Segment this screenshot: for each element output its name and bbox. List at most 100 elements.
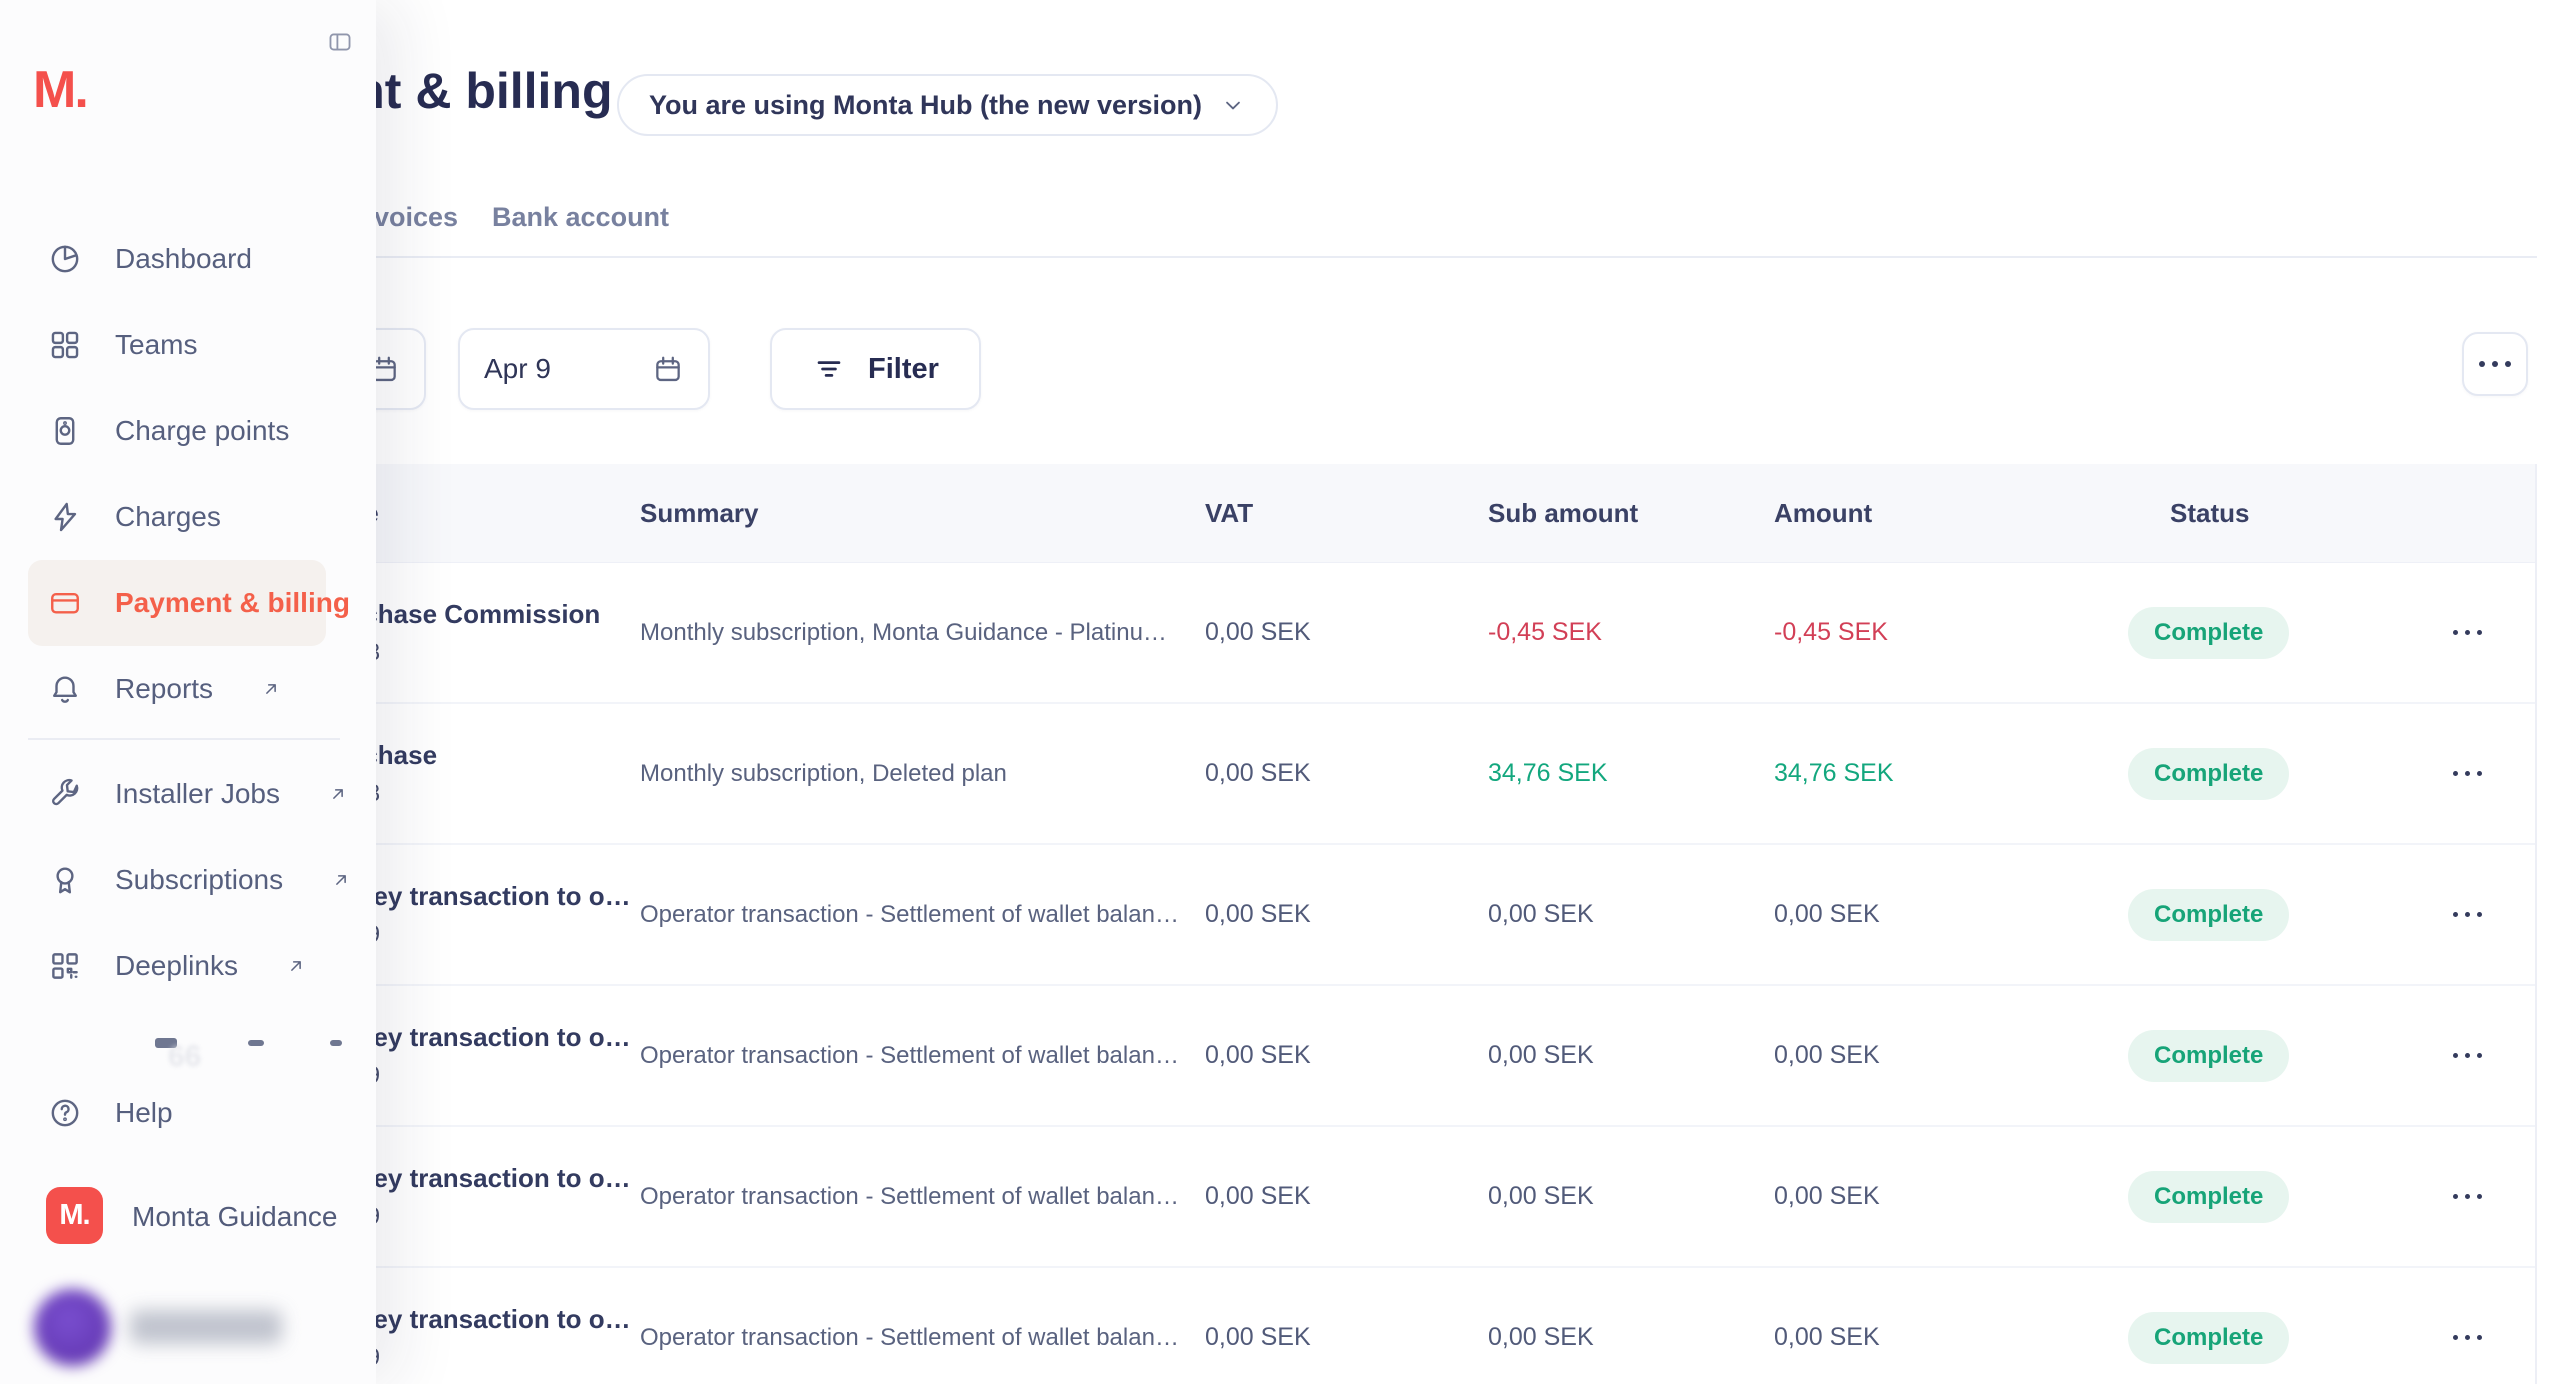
transaction-summary: Monthly subscription, Monta Guidance - P… bbox=[640, 618, 1185, 646]
panel-left-icon bbox=[329, 33, 351, 51]
sidebar-item-help[interactable]: Help bbox=[28, 1070, 326, 1156]
sidebar-item-payment-billing[interactable]: Payment & billing bbox=[28, 560, 350, 646]
bell-icon bbox=[53, 676, 77, 703]
calendar-icon bbox=[656, 356, 680, 382]
clipped-nav-item bbox=[0, 1036, 376, 1048]
sidebar-item-label: Installer Jobs bbox=[115, 778, 280, 809]
column-header-sub-amount: Sub amount bbox=[1488, 497, 1639, 528]
sidebar-divider bbox=[28, 738, 340, 740]
status-badge: Complete bbox=[2128, 888, 2290, 941]
sidebar-item-dashboard[interactable]: Dashboard bbox=[28, 216, 326, 302]
row-menu-button[interactable] bbox=[2439, 1039, 2496, 1072]
row-menu-button[interactable] bbox=[2439, 616, 2496, 649]
sidebar-collapse-button[interactable] bbox=[320, 22, 360, 62]
transaction-amount: 0,00 SEK bbox=[1774, 900, 1880, 928]
chevron-down-icon bbox=[1226, 101, 1240, 110]
row-menu-button[interactable] bbox=[2439, 757, 2496, 790]
column-header-status: Status bbox=[2170, 497, 2250, 528]
table-options-button[interactable] bbox=[2462, 332, 2528, 396]
external-link-icon bbox=[266, 684, 276, 694]
sidebar-item-label: Dashboard bbox=[115, 243, 252, 274]
row-menu-button[interactable] bbox=[2439, 1180, 2496, 1213]
table-body: Purchase Commission 09:08 Monthly subscr… bbox=[193, 563, 2535, 1384]
workspace-logo[interactable]: M. bbox=[46, 1187, 103, 1244]
sidebar-item-teams[interactable]: Teams bbox=[28, 302, 326, 388]
filter-button[interactable]: Filter bbox=[770, 328, 981, 410]
transaction-vat: 0,00 SEK bbox=[1205, 618, 1311, 646]
grid-icon bbox=[51, 331, 79, 359]
transaction-summary: Operator transaction - Settlement of wal… bbox=[640, 1323, 1185, 1351]
external-link-icon bbox=[291, 961, 301, 971]
sidebar-item-label: Subscriptions bbox=[115, 864, 284, 895]
wrench-icon bbox=[52, 778, 79, 806]
sidebar-nav-help: Help bbox=[0, 1070, 376, 1156]
user-avatar[interactable] bbox=[34, 1289, 111, 1366]
transaction-sub-amount: 0,00 SEK bbox=[1488, 1182, 1594, 1210]
sidebar-item-label: Reports bbox=[115, 673, 214, 704]
sidebar-nav-primary: Dashboard Teams Charge points Charges bbox=[0, 216, 376, 732]
external-link-icon bbox=[336, 875, 346, 885]
version-pill-label: You are using Monta Hub (the new version… bbox=[649, 89, 1203, 120]
sidebar-item-installer-jobs[interactable]: Installer Jobs bbox=[28, 751, 343, 837]
transaction-sub-amount: 34,76 SEK bbox=[1488, 759, 1608, 787]
sidebar-item-charges[interactable]: Charges bbox=[28, 474, 326, 560]
transactions-table: Type Summary VAT Sub amount Amount Statu… bbox=[193, 464, 2537, 1384]
sidebar-item-reports[interactable]: Reports bbox=[28, 646, 326, 732]
sidebar-item-subscriptions[interactable]: Subscriptions bbox=[28, 837, 346, 923]
external-link-icon bbox=[333, 789, 343, 799]
end-date-input[interactable]: Apr 9 bbox=[458, 328, 710, 410]
status-badge: Complete bbox=[2128, 606, 2290, 659]
transaction-sub-amount: 0,00 SEK bbox=[1488, 1041, 1594, 1069]
transaction-summary: Operator transaction - Settlement of wal… bbox=[640, 1182, 1185, 1210]
transaction-summary: Operator transaction - Settlement of wal… bbox=[640, 900, 1185, 928]
column-header-vat: VAT bbox=[1205, 497, 1254, 528]
tabs-divider bbox=[193, 256, 2537, 258]
sidebar: M. Dashboard Teams Charge points bbox=[0, 0, 376, 1384]
status-badge: Complete bbox=[2128, 1029, 2290, 1082]
table-row[interactable]: Money transaction to opera… 23:59 Operat… bbox=[193, 845, 2535, 986]
table-row[interactable]: Purchase 09:08 Monthly subscription, Del… bbox=[193, 704, 2535, 845]
transaction-amount: -0,45 SEK bbox=[1774, 618, 1888, 646]
status-badge: Complete bbox=[2128, 1311, 2290, 1364]
sidebar-nav-secondary: Installer Jobs Subscriptions Deeplinks bbox=[0, 751, 376, 1009]
ellipsis-icon bbox=[2479, 361, 2511, 367]
table-row[interactable]: Money transaction to opera… 23:59 Operat… bbox=[193, 1268, 2535, 1384]
transaction-vat: 0,00 SEK bbox=[1205, 1041, 1311, 1069]
transaction-sub-amount: 0,00 SEK bbox=[1488, 900, 1594, 928]
sidebar-item-label: Help bbox=[115, 1097, 173, 1128]
pie-chart-icon bbox=[51, 245, 79, 273]
transaction-vat: 0,00 SEK bbox=[1205, 759, 1311, 787]
qr-code-icon bbox=[52, 953, 78, 979]
table-row[interactable]: Money transaction to opera… 23:59 Operat… bbox=[193, 1127, 2535, 1268]
transaction-vat: 0,00 SEK bbox=[1205, 900, 1311, 928]
table-row[interactable]: Purchase Commission 09:08 Monthly subscr… bbox=[193, 563, 2535, 704]
transaction-summary: Operator transaction - Settlement of wal… bbox=[640, 1041, 1185, 1069]
sidebar-item-label: Payment & billing bbox=[115, 587, 350, 618]
sidebar-item-label: Deeplinks bbox=[115, 950, 238, 981]
tab-bank-account[interactable]: Bank account bbox=[492, 202, 670, 232]
transaction-vat: 0,00 SEK bbox=[1205, 1182, 1311, 1210]
end-date-value: Apr 9 bbox=[484, 353, 551, 384]
sidebar-item-charge-points[interactable]: Charge points bbox=[28, 388, 326, 474]
sidebar-item-deeplinks[interactable]: Deeplinks bbox=[28, 923, 326, 1009]
charge-point-icon bbox=[55, 417, 75, 445]
status-badge: Complete bbox=[2128, 747, 2290, 800]
row-menu-button[interactable] bbox=[2439, 1321, 2496, 1354]
sidebar-item-label: Teams bbox=[115, 329, 198, 360]
clipped-item-artifact: 66 bbox=[168, 1040, 202, 1073]
row-menu-button[interactable] bbox=[2439, 898, 2496, 931]
user-name-redacted[interactable] bbox=[130, 1310, 282, 1344]
table-header-row: Type Summary VAT Sub amount Amount Statu… bbox=[193, 464, 2535, 563]
workspace-name[interactable]: Monta Guidance bbox=[132, 1201, 338, 1232]
filter-lines-icon bbox=[817, 361, 841, 377]
transaction-summary: Monthly subscription, Deleted plan bbox=[640, 759, 1007, 787]
filter-button-label: Filter bbox=[868, 352, 939, 385]
table-row[interactable]: Money transaction to opera… 23:59 Operat… bbox=[193, 986, 2535, 1127]
award-icon bbox=[56, 867, 74, 894]
transaction-amount: 0,00 SEK bbox=[1774, 1182, 1880, 1210]
sidebar-item-label: Charge points bbox=[115, 415, 290, 446]
lightning-icon bbox=[54, 502, 77, 532]
status-badge: Complete bbox=[2128, 1170, 2290, 1223]
column-header-summary: Summary bbox=[640, 497, 759, 528]
version-switcher-pill[interactable]: You are using Monta Hub (the new version… bbox=[617, 74, 1279, 136]
